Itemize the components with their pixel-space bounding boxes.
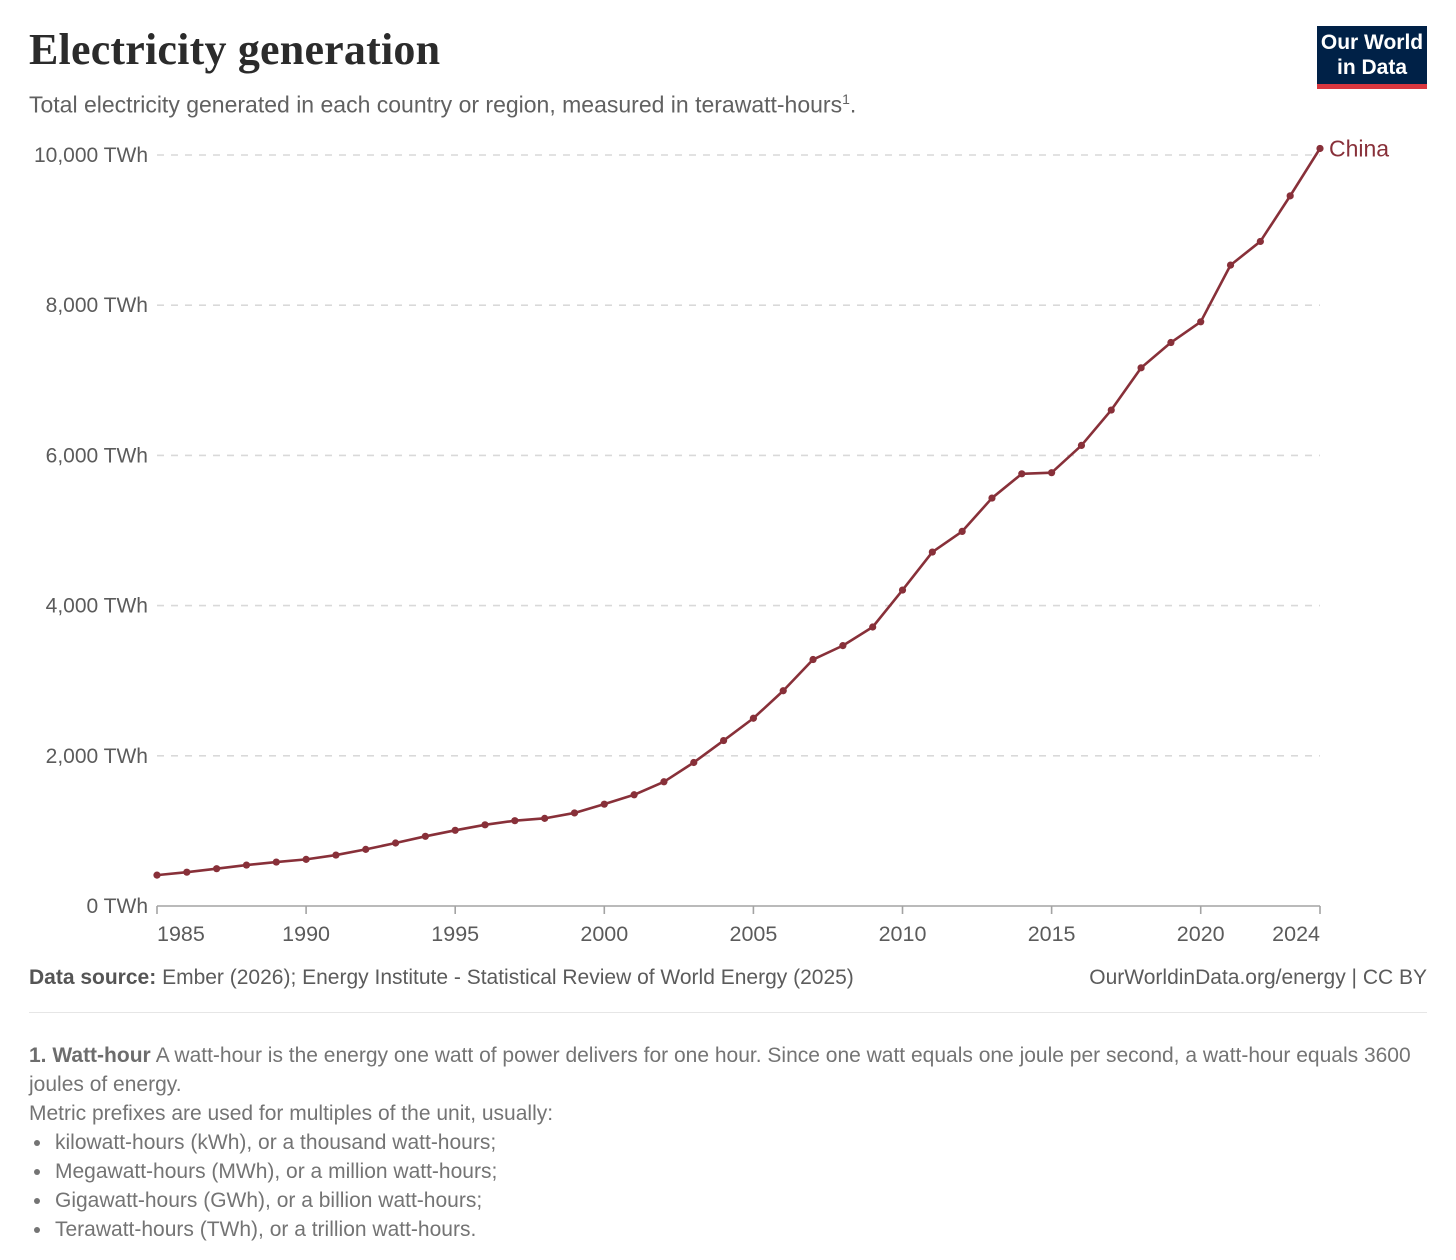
data-point[interactable] — [958, 528, 966, 536]
owid-logo-line1: Our World — [1320, 31, 1424, 54]
data-point[interactable] — [362, 846, 370, 854]
data-point[interactable] — [213, 865, 221, 873]
data-point[interactable] — [1286, 192, 1294, 200]
footnote-bullet-mwh: Megawatt-hours (MWh), or a million watt-… — [53, 1157, 1427, 1186]
data-point[interactable] — [839, 642, 847, 650]
data-point[interactable] — [1107, 406, 1115, 415]
data-point[interactable] — [451, 827, 459, 835]
data-point[interactable] — [332, 851, 340, 860]
x-axis-tick-label: 2015 — [1028, 922, 1076, 946]
data-point[interactable] — [988, 494, 996, 503]
y-axis-tick-label: 6,000 TWh — [46, 445, 148, 468]
data-point[interactable] — [481, 821, 489, 829]
footer-datasource: Data source: Ember (2026); Energy Instit… — [29, 966, 854, 990]
data-point[interactable] — [928, 548, 936, 557]
data-point[interactable] — [1226, 261, 1235, 270]
footnote-block: 1. Watt-hour A watt-hour is the energy on… — [29, 1041, 1427, 1244]
data-point[interactable] — [153, 871, 161, 880]
chart-svg[interactable]: 0 TWh 2,000 TWh 4,000 TWh 6,000 TWh 8,000 TW… — [29, 126, 1427, 954]
data-point[interactable] — [541, 815, 549, 823]
data-point[interactable] — [1018, 470, 1026, 478]
y-axis-tick-label: 4,000 TWh — [46, 595, 148, 618]
footnote-bullet-gwh: Gigawatt-hours (GWh), or a billion watt-… — [53, 1186, 1427, 1215]
footer-license-link[interactable]: OurWorldinData.org/energy | CC BY — [1089, 966, 1427, 990]
x-axis-tick-label: 1985 — [157, 922, 205, 946]
data-point[interactable] — [600, 801, 608, 809]
footnote-prefixes-intro: Metric prefixes are used for multiples o… — [29, 1102, 554, 1126]
footnote-lead: 1. Watt-hour — [29, 1044, 151, 1068]
x-axis-tick-label: 1995 — [431, 922, 479, 946]
data-point[interactable] — [511, 817, 519, 825]
chart-header: Electricity generation Total electricity… — [29, 16, 1427, 120]
data-point[interactable] — [272, 858, 280, 867]
data-point[interactable] — [1077, 442, 1086, 450]
data-point[interactable] — [391, 839, 400, 848]
data-point[interactable] — [869, 623, 877, 632]
page-title: Electricity generation — [29, 25, 441, 74]
owid-logo-line2: in Data — [1336, 56, 1407, 79]
data-point[interactable] — [1197, 318, 1205, 326]
y-axis-tick-label: 8,000 TWh — [46, 295, 148, 318]
x-axis-tick-label: 2005 — [729, 922, 777, 946]
x-axis-tick-label: 2010 — [879, 922, 927, 946]
data-point[interactable] — [1256, 238, 1264, 246]
data-point[interactable] — [1167, 339, 1175, 347]
data-point[interactable] — [242, 861, 251, 870]
chart-footer: Data source: Ember (2026); Energy Instit… — [29, 966, 1427, 990]
footnote-marker[interactable]: 1 — [842, 90, 850, 107]
series-end-label[interactable]: China — [1329, 136, 1389, 162]
data-point[interactable] — [421, 833, 429, 841]
data-point[interactable] — [660, 778, 668, 786]
series-line-china[interactable] — [155, 147, 1322, 877]
footnote-bullet-kwh: kilowatt-hours (kWh), or a thousand watt… — [53, 1128, 1427, 1157]
page-subtitle: Total electricity generated in each coun… — [29, 90, 1317, 121]
title-block: Electricity generation Total electricity… — [29, 16, 1317, 120]
data-point[interactable] — [898, 586, 907, 595]
data-point[interactable] — [749, 715, 758, 723]
x-axis-tick-label: 2020 — [1177, 922, 1225, 946]
data-point[interactable] — [1316, 145, 1324, 153]
footnote-definition: 1. Watt-hour A watt-hour is the energy on… — [29, 1041, 1427, 1099]
x-axis-tick-label: 1990 — [282, 922, 330, 946]
data-point[interactable] — [1137, 364, 1145, 372]
chart-area[interactable]: 0 TWh 2,000 TWh 4,000 TWh 6,000 TWh 8,000 TW… — [29, 126, 1427, 954]
data-point[interactable] — [690, 759, 698, 767]
footnote-body: A watt-hour is the energy one watt of po… — [29, 1044, 1411, 1097]
x-axis-tick-label: 2000 — [580, 922, 628, 946]
data-point[interactable] — [779, 687, 787, 695]
datasource-text: Ember (2026); Energy Institute - Statist… — [162, 966, 854, 990]
footnote-bullet-list: kilowatt-hours (kWh), or a thousand watt… — [29, 1128, 1427, 1244]
y-axis-tick-label: 10,000 TWh — [34, 144, 148, 167]
owid-logo[interactable]: Our World in Data — [1317, 26, 1427, 89]
data-point[interactable] — [630, 791, 638, 799]
y-axis-tick-label: 0 TWh — [87, 895, 148, 918]
footer-divider — [29, 1012, 1427, 1014]
data-point[interactable] — [570, 809, 579, 818]
subtitle-period: . — [849, 91, 857, 118]
datasource-label: Data source: — [29, 966, 157, 990]
data-point[interactable] — [719, 737, 728, 745]
data-point[interactable] — [809, 656, 817, 664]
x-axis-tick-label: 2024 — [1272, 922, 1320, 946]
subtitle-text: Total electricity generated in each coun… — [29, 91, 843, 118]
data-point[interactable] — [302, 856, 310, 864]
footnote-bullet-twh: Terawatt-hours (TWh), or a trillion watt… — [53, 1215, 1427, 1244]
data-point[interactable] — [1048, 469, 1056, 477]
data-point[interactable] — [183, 869, 191, 877]
y-axis-tick-label: 2,000 TWh — [46, 745, 148, 768]
